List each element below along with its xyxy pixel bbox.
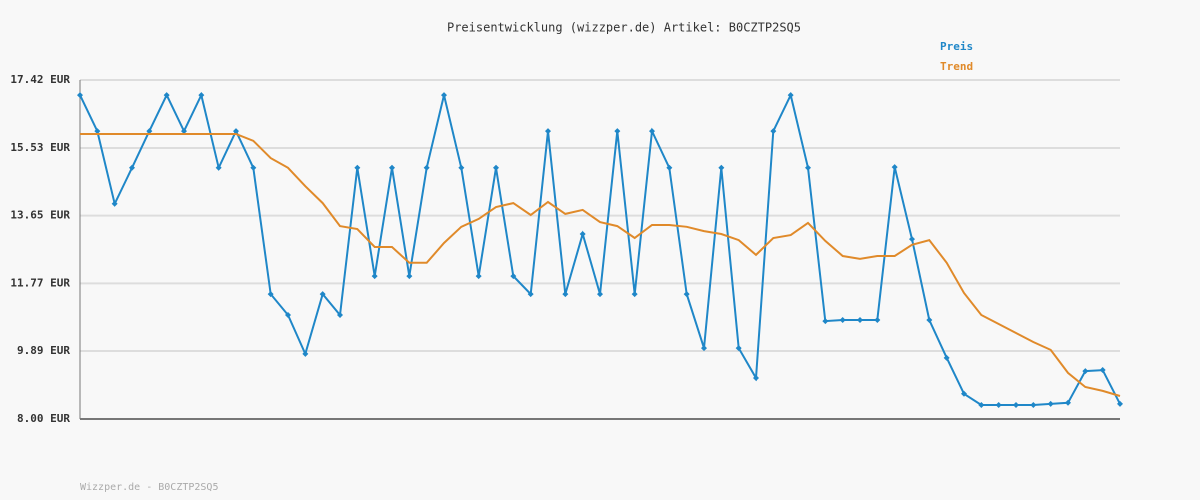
point-marker [441,92,447,99]
point-marker [579,231,586,238]
point-marker [839,317,846,324]
point-marker [1047,400,1054,407]
point-marker [631,291,638,298]
point-marker [77,92,83,99]
point-marker [666,164,673,171]
footer: Wizzper.de - B0CZTP2SQ5 [80,482,218,493]
point-marker [337,311,343,318]
point-marker [267,291,274,298]
point-marker [1117,400,1123,407]
point-marker [94,128,101,135]
point-marker [371,273,378,280]
point-marker [233,128,239,135]
point-marker [475,273,482,280]
chart-title: Preisentwicklung (wizzper.de) Artikel: B… [447,21,801,35]
point-marker [510,273,517,280]
point-marker [146,128,153,135]
point-marker [943,354,950,361]
point-marker [1030,401,1037,408]
point-marker [458,164,465,171]
point-marker [215,164,222,171]
point-marker [718,164,725,171]
point-marker [527,291,534,298]
point-marker [163,92,170,99]
point-marker [302,350,309,357]
point-marker [493,164,499,171]
point-marker [423,164,430,171]
point-marker [1099,367,1106,374]
point-marker [753,374,759,381]
point-marker [805,164,811,171]
point-marker [701,345,707,352]
y-tick-label: 8.00 EUR [17,412,70,425]
point-marker [198,92,205,99]
point-marker [683,291,690,298]
point-marker [770,128,777,135]
point-marker [961,390,967,397]
point-marker [181,128,187,135]
point-marker [822,318,829,325]
point-marker [857,317,863,324]
y-tick-label: 9.89 EUR [17,344,70,357]
point-marker [562,291,569,298]
point-marker [250,164,257,171]
point-marker [354,164,361,171]
point-marker [1065,399,1071,406]
point-marker [926,317,933,324]
y-tick-label: 11.77 EUR [10,276,70,289]
point-marker [649,128,655,135]
y-tick-label: 15.53 EUR [10,141,70,154]
point-marker [909,236,915,243]
legend-label: Trend [940,60,973,73]
point-marker [874,317,881,324]
point-marker [891,164,898,171]
point-marker [129,164,135,171]
series-line [80,133,1121,397]
point-marker [735,345,742,352]
point-marker [787,92,794,99]
point-marker [614,128,621,135]
point-marker [978,401,985,408]
point-marker [1082,368,1089,375]
point-marker [111,200,118,207]
point-marker [1013,401,1019,408]
point-marker [285,311,291,318]
y-tick-label: 17.42 EUR [10,73,70,86]
legend-label: Preis [940,40,973,53]
point-marker [406,273,413,280]
point-marker [597,291,603,298]
point-marker [995,401,1002,408]
point-marker [389,164,395,171]
y-tick-label: 13.65 EUR [10,209,70,222]
point-marker [319,291,326,298]
point-marker [545,128,551,135]
